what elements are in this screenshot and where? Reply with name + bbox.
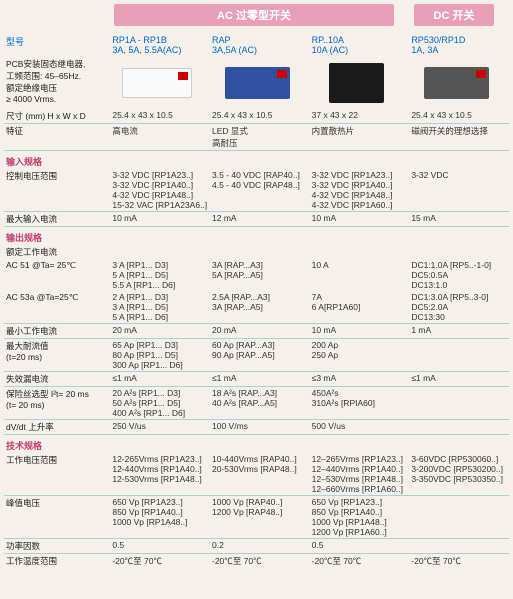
leak-c1: ≤1 mA (110, 372, 210, 387)
peak-v-label: 峰值电压 (4, 496, 110, 539)
pf-c1: 0.5 (110, 539, 210, 554)
output-spec-header: 输出规格 (4, 227, 509, 246)
leak-c3: ≤3 mA (310, 372, 410, 387)
spec-table: 型号 RP1A - RP1B3A, 5A, 5.5A(AC) RAP3A,5A … (4, 34, 509, 568)
min-current-c2: 20 mA (210, 324, 310, 339)
ac51-c4: DC1:1.0A [RP5..-1-0] DC5:0.5A DC13:1.0 (409, 259, 509, 291)
min-current-c4: 1 mA (409, 324, 509, 339)
max-surge-c2: 60 Ap [RAP...A3] 90 Ap [RAP...A5] (210, 339, 310, 372)
ctrl-v-c3: 3-32 VDC [RP1A23..] 3-32 VDC [RP1A40..] … (310, 169, 410, 212)
product-image-2 (212, 58, 302, 108)
max-surge-c3: 200 Ap 250 Ap (310, 339, 410, 372)
model-2-spec: 3A,5A (AC) (212, 45, 308, 55)
model-4-spec: 1A, 3A (411, 45, 507, 55)
peak-v-c2: 1000 Vp [RAP40..] 1200 Vp [RAP48..] (210, 496, 310, 539)
model-label: 型号 (4, 34, 110, 57)
model-1-spec: 3A, 5A, 5.5A(AC) (112, 45, 208, 55)
work-v-c3: 12–265Vrms [RP1A23..] 12–440Vrms [RP1A40… (310, 453, 410, 496)
feature-c4: 磁阀开关的理想选择 (409, 124, 509, 151)
min-current-c1: 20 mA (110, 324, 210, 339)
pcb-description: PCB安装固态继电器, 工频范围: 45–65Hz. 额定绝缘电压 ≥ 4000… (4, 57, 110, 109)
max-surge-c1: 65 Ap [RP1... D3] 80 Ap [RP1... D5] 300 … (110, 339, 210, 372)
feature-c1: 高电流 (110, 124, 210, 151)
ac51-c1: 3 A [RP1... D3] 5 A [RP1... D5] 5.5 A [R… (110, 259, 210, 291)
tab-ac: AC 过零型开关 (114, 4, 394, 26)
dvdt-c1: 250 V/us (110, 420, 210, 435)
fuse-c1: 20 A²s [RP1... D3] 50 A²s [RP1... D5] 40… (110, 387, 210, 420)
min-current-label: 最小工作电流 (4, 324, 110, 339)
model-3-name: RP..10A (312, 35, 408, 45)
pf-c4 (409, 539, 509, 554)
tab-dc: DC 开关 (414, 4, 494, 26)
temp-c1: -20℃至 70℃ (110, 554, 210, 569)
product-image-3 (312, 58, 402, 108)
ac51-c2: 3A [RAP...A3] 5A [RAP...A5] (210, 259, 310, 291)
feature-label: 特征 (4, 124, 110, 151)
feature-c3: 内置散热片 (310, 124, 410, 151)
max-input-c3: 10 mA (310, 212, 410, 227)
dims-c3: 37 x 43 x 22 (310, 109, 410, 124)
max-input-c2: 12 mA (210, 212, 310, 227)
ctrl-v-c2: 3.5 - 40 VDC [RAP40..] 4.5 - 40 VDC [RAP… (210, 169, 310, 212)
temp-label: 工作温度范围 (4, 554, 110, 569)
peak-v-c1: 650 Vp [RP1A23..] 850 Vp [RP1A40..] 1000… (110, 496, 210, 539)
dvdt-c3: 500 V/us (310, 420, 410, 435)
pf-label: 功率因数 (4, 539, 110, 554)
dvdt-c4 (409, 420, 509, 435)
model-4-name: RP530/RP1D (411, 35, 507, 45)
fuse-label: 保险丝选型 I²t= 20 ms (t= 20 ms) (4, 387, 110, 420)
work-v-c1: 12-265Vrms [RP1A23..] 12-440Vrms [RP1A40… (110, 453, 210, 496)
ac53a-c3: 7A 6 A[RP1A60] (310, 291, 410, 324)
tech-spec-header: 技术规格 (4, 435, 509, 454)
pf-c2: 0.2 (210, 539, 310, 554)
work-v-c4: 3-60VDC [RP530060..] 3-200VDC [RP530200.… (409, 453, 509, 496)
temp-c2: -20℃至 70℃ (210, 554, 310, 569)
input-spec-header: 输入规格 (4, 151, 509, 170)
model-3-spec: 10A (AC) (312, 45, 408, 55)
feature-c2: LED 显式 高耐压 (210, 124, 310, 151)
max-input-c4: 15 mA (409, 212, 509, 227)
peak-v-c4 (409, 496, 509, 539)
ac53a-c1: 2 A [RP1... D3] 3 A [RP1... D5] 5 A [RP1… (110, 291, 210, 324)
product-image-4 (411, 58, 501, 108)
dims-c2: 25.4 x 43 x 10.5 (210, 109, 310, 124)
ac51-label: AC 51 @Ta= 25℃ (4, 259, 110, 291)
ac53a-c2: 2.5A [RAP...A3] 3A [RAP...A5] (210, 291, 310, 324)
peak-v-c3: 650 Vp [RP1A23..] 850 Vp [RP1A40..] 1000… (310, 496, 410, 539)
work-v-label: 工作电压范围 (4, 453, 110, 496)
product-image-1 (112, 58, 202, 108)
dims-c4: 25.4 x 43 x 10.5 (409, 109, 509, 124)
pf-c3: 0.5 (310, 539, 410, 554)
temp-c3: -20℃至 70℃ (310, 554, 410, 569)
fuse-c3: 450A²s 310A²s [RPIA60] (310, 387, 410, 420)
rated-label: 额定工作电流 (4, 245, 110, 259)
ac51-c3: 10 A (310, 259, 410, 291)
ctrl-v-c1: 3-32 VDC [RP1A23..] 3-32 VDC [RP1A40..] … (110, 169, 210, 212)
category-tabs: AC 过零型开关 DC 开关 (4, 4, 509, 26)
max-input-label: 最大输入电流 (4, 212, 110, 227)
dvdt-label: dV/dt 上升率 (4, 420, 110, 435)
model-1-name: RP1A - RP1B (112, 35, 208, 45)
dims-label: 尺寸 (mm) H x W x D (4, 109, 110, 124)
ac53a-label: AC 53a @Ta=25℃ (4, 291, 110, 324)
leak-c4: ≤1 mA (409, 372, 509, 387)
leak-label: 失效漏电流 (4, 372, 110, 387)
model-2-name: RAP (212, 35, 308, 45)
ctrl-v-label: 控制电压范围 (4, 169, 110, 212)
leak-c2: ≤1 mA (210, 372, 310, 387)
spec-table-container: AC 过零型开关 DC 开关 型号 RP1A - RP1B3A, 5A, 5.5… (0, 0, 513, 572)
ac53a-c4: DC1:3.0A [RP5..3-0] DC5:2.0A DC13:30 (409, 291, 509, 324)
ctrl-v-c4: 3-32 VDC (409, 169, 509, 212)
max-input-c1: 10 mA (110, 212, 210, 227)
temp-c4: -20℃至 70℃ (409, 554, 509, 569)
max-surge-c4 (409, 339, 509, 372)
min-current-c3: 10 mA (310, 324, 410, 339)
fuse-c4 (409, 387, 509, 420)
work-v-c2: 10-440Vrms [RAP40..] 20-530Vrms [RAP48..… (210, 453, 310, 496)
dims-c1: 25.4 x 43 x 10.5 (110, 109, 210, 124)
max-surge-label: 最大耐流值 (t=20 ms) (4, 339, 110, 372)
fuse-c2: 18 A²s [RAP...A3] 40 A²s [RAP...A5] (210, 387, 310, 420)
dvdt-c2: 100 V/ms (210, 420, 310, 435)
